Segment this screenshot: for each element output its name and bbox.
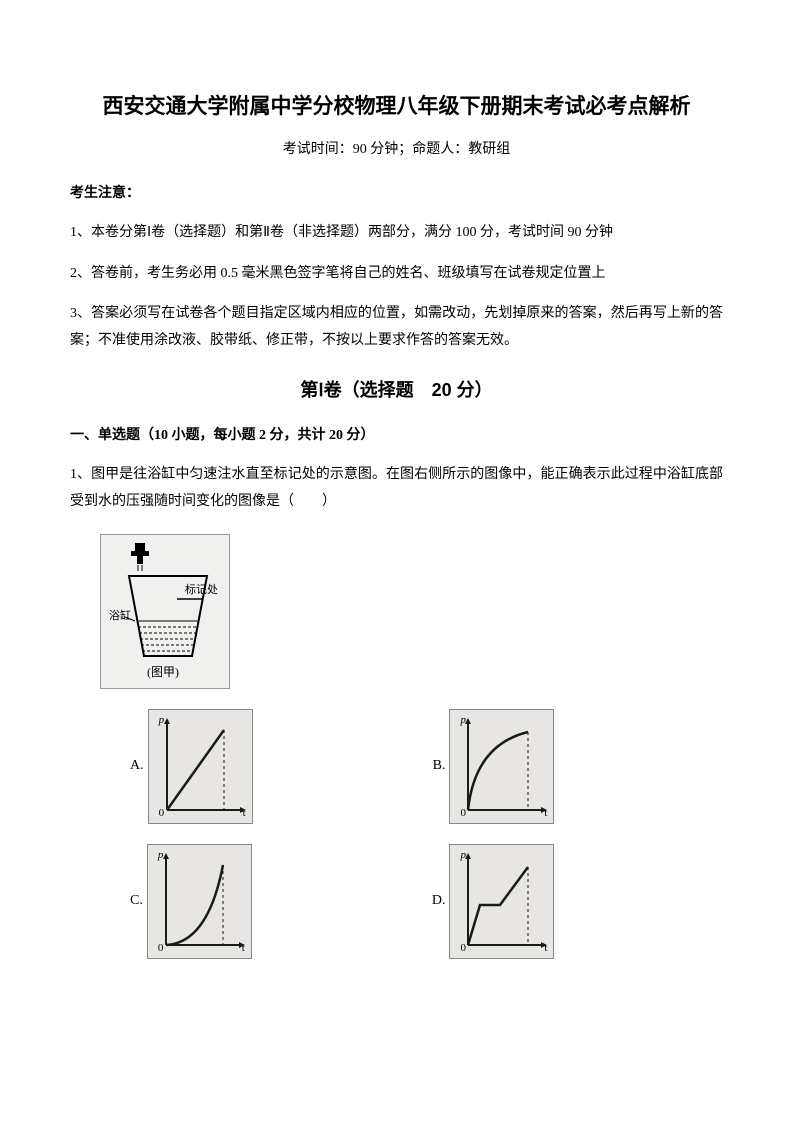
option-a: A. p 0 t xyxy=(130,709,253,824)
section-title: 第Ⅰ卷（选择题 20 分） xyxy=(70,376,723,402)
graph-c: p 0 t xyxy=(147,844,252,959)
graph-a-svg xyxy=(149,710,254,825)
axis-t: t xyxy=(242,942,245,954)
axis-origin: 0 xyxy=(159,807,165,819)
graph-a: p 0 t xyxy=(148,709,253,824)
axis-origin: 0 xyxy=(460,807,466,819)
option-c: C. p 0 t xyxy=(130,844,252,959)
option-b: B. p 0 t xyxy=(433,709,555,824)
tub-figure: 浴缸 标记处 (图甲) xyxy=(100,534,230,689)
mark-label: 标记处 xyxy=(185,582,218,596)
exam-title: 西安交通大学附属中学分校物理八年级下册期末考试必考点解析 xyxy=(70,90,723,120)
option-label: D. xyxy=(432,893,446,909)
question-text: 1、图甲是往浴缸中匀速注水直至标记处的示意图。在图右侧所示的图像中，能正确表示此… xyxy=(70,462,723,515)
axis-origin: 0 xyxy=(158,942,164,954)
options-row-1: A. p 0 t B. xyxy=(70,709,723,824)
question-section-header: 一、单选题（10 小题，每小题 2 分，共计 20 分） xyxy=(70,424,723,444)
axis-p: p xyxy=(158,849,164,861)
axis-p: p xyxy=(159,714,165,726)
axis-p: p xyxy=(460,849,466,861)
exam-subtitle: 考试时间：90 分钟；命题人：教研组 xyxy=(70,138,723,158)
axis-p: p xyxy=(460,714,466,726)
option-label: B. xyxy=(433,758,446,774)
graph-b: p 0 t xyxy=(449,709,554,824)
options-row-2: C. p 0 t D. xyxy=(70,844,723,959)
tub-label: 浴缸 xyxy=(109,608,131,622)
tub-diagram-svg: 浴缸 标记处 (图甲) xyxy=(107,541,225,684)
notice-item: 3、答案必须写在试卷各个题目指定区域内相应的位置，如需改动，先划掉原来的答案，然… xyxy=(70,301,723,354)
axis-t: t xyxy=(544,807,547,819)
axis-t: t xyxy=(243,807,246,819)
axis-origin: 0 xyxy=(460,942,466,954)
notice-item: 2、答卷前，考生务必用 0.5 毫米黑色签字笔将自己的姓名、班级填写在试卷规定位… xyxy=(70,261,723,288)
graph-d: p 0 t xyxy=(449,844,554,959)
main-figure-container: 浴缸 标记处 (图甲) xyxy=(100,534,230,689)
notice-header: 考生注意： xyxy=(70,182,723,202)
option-label: A. xyxy=(130,758,144,774)
graph-d-svg xyxy=(450,845,555,960)
option-d: D. p 0 t xyxy=(432,844,555,959)
notice-item: 1、本卷分第Ⅰ卷（选择题）和第Ⅱ卷（非选择题）两部分，满分 100 分，考试时间… xyxy=(70,220,723,247)
axis-t: t xyxy=(544,942,547,954)
graph-b-svg xyxy=(450,710,555,825)
graph-c-svg xyxy=(148,845,253,960)
figure-caption: (图甲) xyxy=(147,665,179,679)
option-label: C. xyxy=(130,893,143,909)
